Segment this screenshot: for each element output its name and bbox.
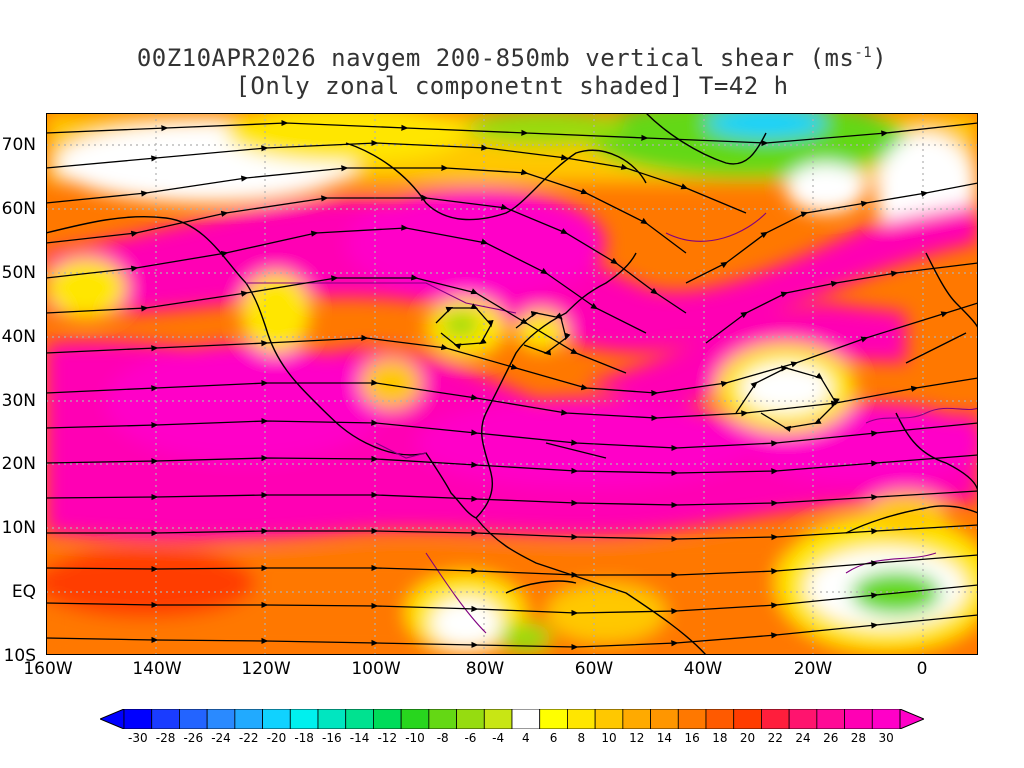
- colorbar-tick-label: 16: [684, 731, 700, 745]
- colorbar-cell: [456, 709, 485, 729]
- colorbar-tick-label: -6: [464, 731, 477, 745]
- colorbar-cell: [733, 709, 762, 729]
- colorbar-cell: [705, 709, 735, 729]
- colorbar-cell: [567, 709, 596, 729]
- colorbar-tick-label: 24: [795, 731, 811, 745]
- lat-label-30n: 30N: [1, 391, 36, 411]
- colorbar-tick-label: 18: [712, 731, 728, 745]
- map-border: [46, 113, 978, 655]
- lon-label-80w: 80W: [465, 659, 505, 679]
- colorbar-cell: [677, 709, 707, 729]
- lat-label-10s: 10S: [3, 646, 36, 666]
- colorbar-tick-label: 6: [549, 731, 558, 745]
- title-line-2: [Only zonal componetnt shaded] T=42 h: [235, 72, 789, 100]
- colorbar-tick-label: 20: [739, 731, 756, 745]
- lon-label-160w: 160W: [23, 659, 73, 679]
- colorbar-cell: [761, 709, 790, 729]
- streamlines: [46, 119, 978, 651]
- colorbar-cell: [373, 709, 402, 729]
- lon-label-100w: 100W: [351, 659, 401, 679]
- title-line-1: 00Z10APR2026 navgem 200-850mb vertical s…: [0, 44, 1024, 72]
- colorbar-tick-label: 10: [601, 731, 617, 745]
- lat-label-10n: 10N: [1, 518, 36, 538]
- colorbar-cell: [622, 709, 651, 729]
- lat-label-50n: 50N: [1, 263, 36, 283]
- lon-label-120w: 120W: [241, 659, 291, 679]
- colorbar-tick-label: -26: [183, 731, 204, 745]
- colorbar-cell: [289, 709, 319, 729]
- lat-label-60n: 60N: [1, 199, 36, 219]
- colorbar-tick-label: -22: [238, 731, 259, 745]
- colorbar-tick-label: 28: [850, 731, 867, 745]
- title-line-1-suffix: ): [872, 44, 888, 72]
- lat-label-40n: 40N: [1, 327, 36, 347]
- map-plot: [46, 113, 978, 655]
- title-line-1-text: 00Z10APR2026 navgem 200-850mb vertical s…: [136, 44, 855, 72]
- lon-label-0: 0: [916, 659, 928, 679]
- colorbar: [100, 709, 924, 729]
- colorbar-cell: [650, 709, 679, 729]
- lat-label-70n: 70N: [1, 135, 36, 155]
- lon-label-40w: 40W: [683, 659, 723, 679]
- colorbar-tick-label: 26: [823, 731, 839, 745]
- colorbar-tick-label: -4: [492, 731, 505, 745]
- colorbar-cell: [428, 709, 457, 729]
- colorbar-cell: [206, 709, 236, 729]
- colorbar-cell: [844, 709, 873, 729]
- colorbar-tick-label: 12: [629, 731, 645, 745]
- colorbar-tick-label: -24: [211, 731, 231, 745]
- colorbar-cell: [594, 709, 624, 729]
- colorbar-tick-label: -18: [294, 731, 314, 745]
- colorbar-tick-label: 30: [878, 731, 894, 745]
- title-unit-superscript: -1: [854, 45, 873, 61]
- colorbar-tick-label: -14: [349, 731, 370, 745]
- colorbar-cell: [317, 709, 347, 729]
- colorbar-tick-label: -8: [436, 731, 449, 745]
- colorbar-left-arrow: [100, 709, 125, 729]
- colorbar-cell: [816, 709, 845, 729]
- lon-label-60w: 60W: [574, 659, 614, 679]
- colorbar-tick-label: 22: [767, 731, 783, 745]
- colorbar-tick-label: -20: [266, 731, 287, 745]
- colorbar-cell: [483, 709, 513, 729]
- colorbar-tick-label: -16: [322, 731, 342, 745]
- colorbar-cell: [539, 709, 568, 729]
- colorbar-tick-label: -12: [377, 731, 398, 745]
- colorbar-cell: [262, 709, 291, 729]
- colorbar-tick-label: -28: [155, 731, 176, 745]
- colorbar-cell: [511, 709, 541, 729]
- colorbar-cell: [234, 709, 263, 729]
- colorbar-cell: [400, 709, 430, 729]
- colorbar-cell: [151, 709, 180, 729]
- colorbar-tick-label: 14: [656, 731, 673, 745]
- colorbar-cell: [871, 709, 901, 729]
- colorbar-tick-label: 8: [577, 731, 586, 745]
- colorbar-cell: [788, 709, 818, 729]
- lat-label-eq: EQ: [11, 582, 36, 602]
- colorbar-cell: [123, 709, 153, 729]
- colorbar-cell: [179, 709, 208, 729]
- lon-label-140w: 140W: [132, 659, 182, 679]
- lon-label-20w: 20W: [793, 659, 833, 679]
- lat-label-20n: 20N: [1, 454, 36, 474]
- colorbar-cell: [345, 709, 374, 729]
- colorbar-tick-label: 4: [522, 731, 530, 745]
- colorbar-tick-label: -30: [128, 731, 148, 745]
- colorbar-tick-label: -10: [405, 731, 425, 745]
- colorbar-right-arrow: [899, 709, 924, 729]
